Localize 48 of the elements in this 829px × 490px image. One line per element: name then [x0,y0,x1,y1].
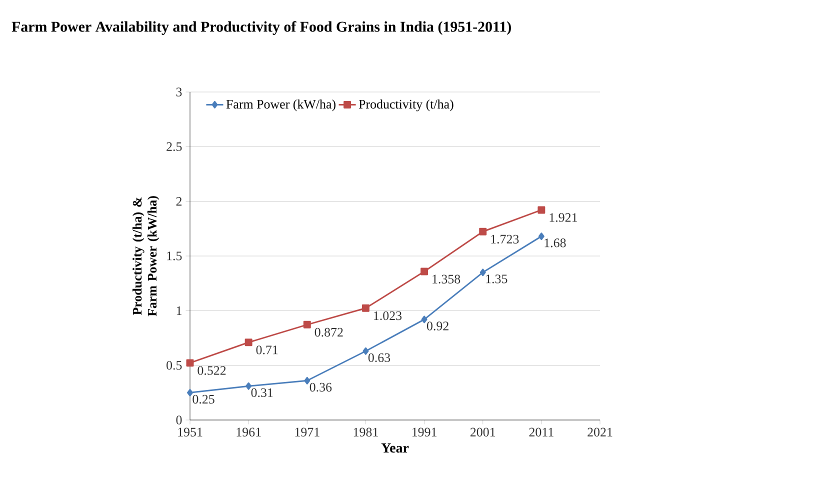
point [421,316,428,324]
data-label: 1.358 [432,274,460,284]
x-axis-title: Year [381,443,409,453]
data-label: 0.36 [310,382,332,392]
data-label: 1.921 [550,213,577,222]
data-label: 0.31 [251,388,273,398]
chart-title: Farm Power Availability and Productivity of Food Grains in India (1951-2011) [12,21,511,35]
y-tick-label: 2.5 [166,142,182,152]
y-tick-label: 2 [176,197,182,206]
point [362,304,370,312]
data-label: 0.71 [256,346,278,354]
x-tick-label: 2021 [588,428,612,437]
x-tick-label: 1961 [236,428,261,436]
data-label: 1.023 [374,311,402,320]
y-tick-label: 0.5 [166,360,182,370]
x-tick-label: 1971 [295,428,320,436]
data-label: 1.68 [544,238,566,248]
data-label: 0.25 [192,394,214,404]
data-label: 1.35 [486,274,508,284]
data-label: 0.872 [314,328,343,337]
y-tick-label: 3 [176,88,182,96]
data-label: 0.92 [426,322,448,330]
y-axis-title: Productivity (t/ha) & Farm Power (kW/ha) [132,196,160,316]
point [244,338,252,346]
x-tick-label: 2001 [470,428,496,437]
x-tick-label: 2011 [529,428,554,437]
point [538,232,544,240]
y-tick-label: 1 [176,306,182,315]
point [480,268,486,276]
data-label: 0.522 [198,366,226,375]
point [304,376,310,384]
legend-label: Productivity (t/ha) [358,99,454,112]
point [187,388,193,396]
y-tick-label: 0 [176,416,182,424]
x-tick-label: 1981 [354,428,378,437]
data-label: 0.63 [368,353,390,362]
point [246,382,252,390]
point [538,206,546,214]
x-tick-label: 1951 [178,428,202,436]
legend-label: Farm Power (kW/ha) [226,99,336,112]
x-tick-label: 1991 [412,428,436,436]
point [303,320,311,328]
y-tick-label: 1.5 [167,252,182,260]
point [362,347,369,355]
data-label: 1.723 [491,234,519,244]
point [420,268,428,276]
point [479,228,487,236]
point [186,359,194,367]
